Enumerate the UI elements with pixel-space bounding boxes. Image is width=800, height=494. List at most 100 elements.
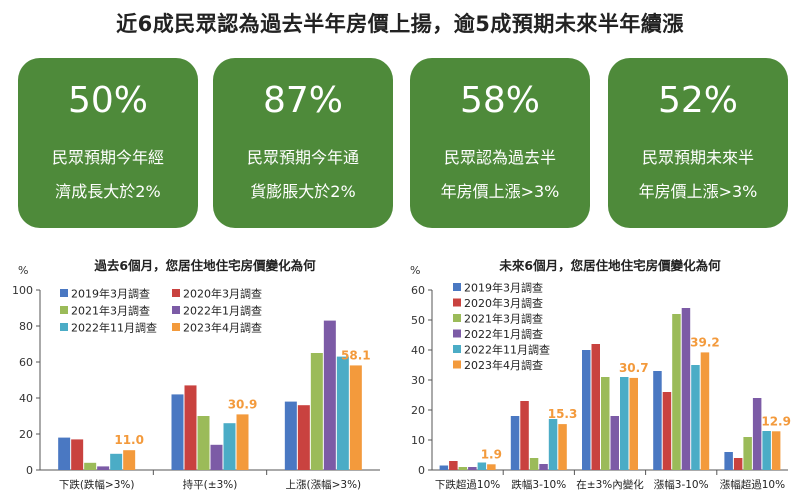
page-title: 近6成民眾認為過去半年房價上揚，逾5成預期未來半年續漲 — [116, 12, 684, 36]
bar-1-5 — [724, 452, 733, 470]
stat-desc-line2: 年房價上漲>3% — [440, 182, 560, 201]
stat-desc-line2: 貨膨脹大於2% — [250, 182, 356, 201]
stat-value: 50% — [67, 80, 148, 121]
legend-label: 2019年3月調查 — [71, 287, 150, 301]
y-tick-label: 60 — [411, 284, 425, 297]
x-category-label: 持平(±3%) — [183, 478, 238, 491]
bar-1-3 — [284, 401, 297, 470]
bar-1-2 — [510, 416, 520, 470]
x-category-label: 下跌超過10% — [435, 478, 500, 491]
stat-card-past-price: 58% 民眾認為過去半 年房價上漲>3% — [410, 58, 590, 228]
bar-2-4 — [662, 392, 672, 470]
x-category-label: 上漲(漲幅>3%) — [286, 478, 362, 491]
stat-value: 52% — [657, 80, 738, 121]
bar-2-5 — [733, 458, 743, 470]
bar-4-3 — [323, 320, 336, 470]
legend-swatch — [453, 283, 461, 291]
chart-next-6-months: 未來6個月，您居住地住宅房價變化為何% 0 10 20 30 40 50 60 下跌超過10% 1… — [400, 252, 800, 494]
bar-5-3 — [336, 356, 349, 470]
chart-past-6-months: 過去6個月，您居住地住宅房價變化為何% 0 20 40 60 80 100 下跌(跌幅>3%)… — [0, 252, 392, 494]
legend-label: 2022年1月調查 — [464, 327, 543, 341]
bar-3-4 — [672, 314, 681, 470]
stat-desc-line1: 民眾認為過去半 — [443, 148, 556, 167]
chart-title: 過去6個月，您居住地住宅房價變化為何 — [93, 258, 316, 273]
y-tick-label: 50 — [411, 314, 425, 327]
data-label: 30.9 — [228, 397, 258, 411]
bar-1-1 — [58, 437, 71, 470]
bar-2-3 — [297, 405, 310, 470]
y-tick-label: 10 — [411, 434, 425, 447]
legend-label: 2023年4月調查 — [183, 321, 262, 335]
x-category-label: 漲幅3-10% — [654, 478, 709, 491]
y-tick-label: 80 — [19, 320, 33, 333]
legend-swatch — [453, 329, 461, 338]
stat-value: 58% — [459, 80, 540, 121]
bar-4-1 — [468, 467, 477, 470]
data-label: 15.3 — [548, 407, 578, 421]
bar-4-3 — [610, 416, 619, 470]
bar-5-4 — [691, 365, 700, 470]
data-label: 30.7 — [619, 361, 649, 375]
bar-2-1 — [71, 439, 84, 470]
legend-swatch — [453, 298, 461, 307]
y-tick-label: 0 — [26, 464, 33, 477]
stat-desc-line1: 民眾預期未來半 — [641, 148, 754, 167]
stat-desc-line1: 民眾預期今年通 — [246, 148, 359, 167]
bar-3-1 — [458, 467, 468, 470]
legend-swatch — [453, 345, 461, 353]
x-category-label: 漲幅超過10% — [720, 478, 785, 491]
data-label: 11.0 — [114, 433, 144, 447]
bar-5-2 — [223, 423, 236, 470]
bar-3-3 — [601, 377, 610, 470]
y-axis-unit: % — [18, 264, 28, 277]
chart-svg-future: 未來6個月，您居住地住宅房價變化為何% 0 10 20 30 40 50 60 下跌超過10% 1… — [410, 258, 791, 491]
bar-3-3 — [310, 353, 323, 470]
bar-4-2 — [539, 464, 548, 470]
legend-swatch — [453, 314, 461, 322]
legend-label: 2021年3月調查 — [464, 312, 543, 326]
data-label: 39.2 — [690, 335, 720, 349]
y-tick-label: 0 — [418, 464, 425, 477]
legend-swatch — [172, 306, 180, 314]
stat-desc-line2: 年房價上漲>3% — [638, 182, 758, 201]
bar-6-2 — [236, 414, 249, 470]
y-tick-label: 40 — [19, 392, 33, 405]
stat-card-gdp: 50% 民眾預期今年經 濟成長大於2% — [18, 58, 198, 228]
y-tick-label: 20 — [19, 428, 33, 441]
bar-3-1 — [84, 462, 97, 470]
legend-label: 2019年3月調查 — [464, 281, 543, 295]
legend-label: 2020年3月調查 — [183, 287, 262, 301]
bar-3-2 — [529, 458, 539, 470]
stat-cards: 50% 民眾預期今年經 濟成長大於2% 87% 民眾預期今年通 貨膨脹大於2% … — [18, 58, 788, 228]
bar-6-3 — [629, 377, 638, 470]
stat-desc-line2: 濟成長大於2% — [55, 182, 161, 201]
bar-6-1 — [487, 464, 496, 470]
bar-3-5 — [743, 437, 752, 470]
y-tick-label: 100 — [12, 284, 33, 297]
bar-5-1 — [477, 462, 487, 470]
bar-6-2 — [558, 424, 567, 470]
bar-6-3 — [349, 365, 362, 470]
y-axis-unit: % — [410, 264, 420, 277]
bar-6-4 — [700, 352, 710, 470]
data-label: 58.1 — [341, 348, 371, 362]
bar-5-3 — [620, 377, 629, 470]
bar-1-3 — [582, 350, 591, 470]
bar-4-2 — [210, 444, 223, 470]
stat-card-inflation: 87% 民眾預期今年通 貨膨脹大於2% — [213, 58, 393, 228]
chart-svg-past: 過去6個月，您居住地住宅房價變化為何% 0 20 40 60 80 100 下跌(跌幅>3%)… — [12, 258, 380, 491]
legend-swatch — [60, 289, 68, 297]
x-category-label: 在±3%內變化 — [576, 478, 644, 491]
y-tick-label: 20 — [411, 404, 425, 417]
legend-swatch — [172, 289, 180, 297]
legend-swatch — [60, 323, 68, 331]
legend-swatch — [453, 360, 461, 369]
legend-label: 2020年3月調查 — [464, 296, 543, 310]
bar-1-2 — [171, 394, 184, 470]
x-category-label: 跌幅3-10% — [511, 478, 566, 491]
bar-1-1 — [439, 465, 449, 470]
stat-card-future-price: 52% 民眾預期未來半 年房價上漲>3% — [608, 58, 788, 228]
bar-4-4 — [681, 308, 691, 470]
legend-label: 2023年4月調查 — [464, 358, 543, 372]
bar-2-2 — [520, 401, 529, 470]
